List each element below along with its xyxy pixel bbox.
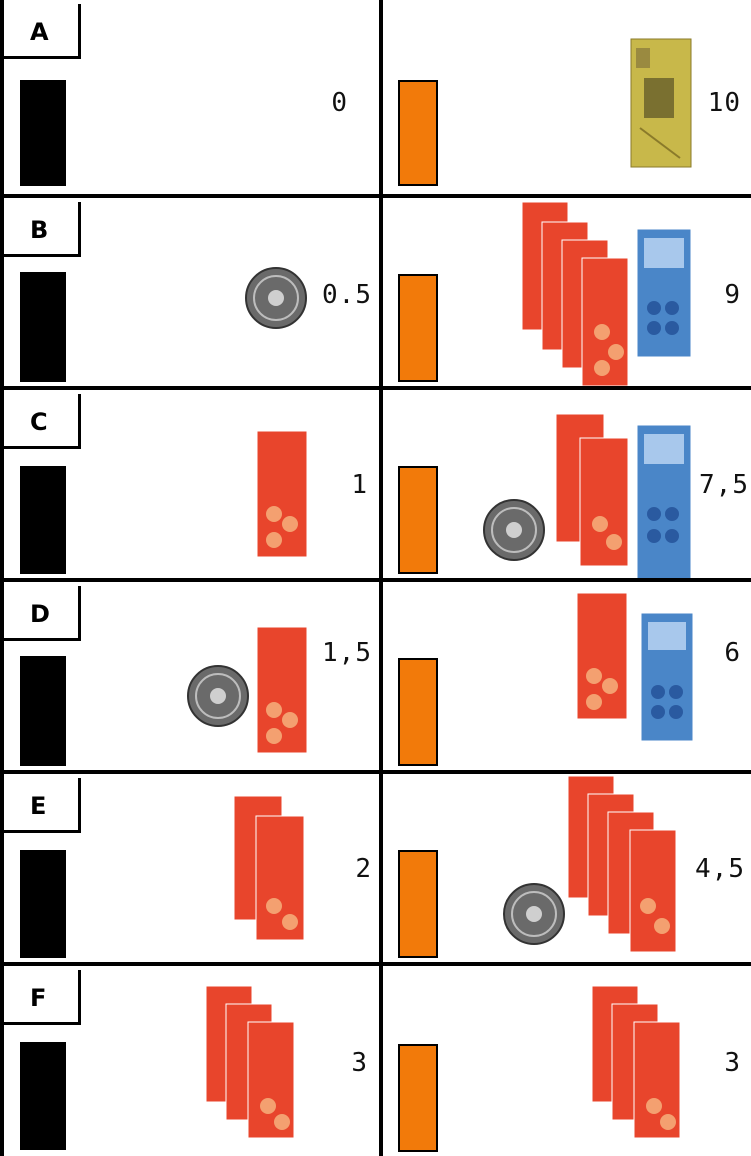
row-divider [0, 770, 751, 774]
banknote-red-icon [522, 202, 629, 387]
row-label: D [30, 600, 50, 628]
row-label: F [30, 984, 47, 1012]
orange-bar [398, 80, 438, 186]
amount-text: 1 [351, 470, 368, 500]
row-label: E [30, 792, 47, 820]
amount-text: 1,5 [322, 638, 372, 668]
banknote-red-icon [576, 592, 628, 720]
banknote-red-icon [592, 986, 681, 1139]
row-divider [0, 962, 751, 966]
option-right-b[interactable]: 9 [382, 198, 751, 387]
amount-text: 0.5 [322, 280, 372, 310]
coin-icon [187, 665, 249, 727]
option-left-c[interactable]: C 1 [0, 390, 382, 578]
black-bar [20, 656, 66, 766]
banknote-blue-icon [640, 612, 694, 742]
banknote-red-icon [256, 626, 308, 754]
option-right-a[interactable]: 10 [382, 0, 751, 194]
banknote-gold-icon [630, 38, 692, 168]
banknote-red-icon [568, 776, 677, 953]
amount-text: 9 [724, 280, 741, 310]
amount-text: 3 [724, 1048, 741, 1078]
amount-text: 7,5 [699, 470, 749, 500]
row-label: B [30, 216, 49, 244]
amount-text: 2 [355, 854, 372, 884]
row-label: A [30, 18, 49, 46]
coin-icon [483, 499, 545, 561]
row-divider [0, 578, 751, 582]
option-left-d[interactable]: D 1,5 [0, 582, 382, 770]
amount-text: 6 [724, 638, 741, 668]
amount-text: 10 [707, 88, 741, 118]
option-left-b[interactable]: B 0.5 [0, 198, 382, 386]
amount-text: 4,5 [695, 854, 745, 884]
row-e: E 2 4, [0, 774, 751, 962]
orange-bar [398, 658, 438, 766]
row-label-box: F [4, 970, 81, 1025]
option-right-c[interactable]: 7,5 [382, 390, 751, 582]
row-label-box: C [4, 394, 81, 449]
orange-bar [398, 850, 438, 958]
option-left-f[interactable]: F 3 [0, 966, 382, 1156]
option-left-e[interactable]: E 2 [0, 774, 382, 962]
row-b: B 0.5 [0, 198, 751, 387]
row-label-box: E [4, 778, 81, 833]
row-d: D 1,5 6 [0, 582, 751, 770]
banknote-red-icon [556, 414, 629, 567]
row-c: C 1 7,5 [0, 390, 751, 582]
row-divider [0, 194, 751, 198]
row-label: C [30, 408, 48, 436]
orange-bar [398, 274, 438, 382]
row-a: A 0 10 [0, 0, 751, 194]
row-label-box: A [4, 4, 81, 59]
banknote-red-icon [234, 796, 305, 941]
row-f: F 3 3 [0, 966, 751, 1156]
orange-bar [398, 466, 438, 574]
black-bar [20, 850, 66, 958]
option-right-d[interactable]: 6 [382, 582, 751, 770]
black-bar [20, 1042, 66, 1150]
orange-bar [398, 1044, 438, 1152]
amount-text: 3 [351, 1048, 368, 1078]
black-bar [20, 272, 66, 382]
coin-icon [245, 267, 307, 329]
banknote-blue-icon [636, 228, 692, 358]
row-label-box: B [4, 202, 81, 257]
black-bar [20, 466, 66, 574]
coin-icon [503, 883, 565, 945]
amount-text: 0 [331, 88, 348, 118]
banknote-blue-icon [636, 424, 692, 582]
row-divider [0, 386, 751, 390]
row-label-box: D [4, 586, 81, 641]
banknote-red-icon [206, 986, 295, 1139]
black-bar [20, 80, 66, 186]
option-right-f[interactable]: 3 [382, 966, 751, 1156]
banknote-red-icon [256, 430, 308, 558]
option-right-e[interactable]: 4,5 [382, 774, 751, 962]
option-left-a[interactable]: A 0 [0, 0, 382, 194]
